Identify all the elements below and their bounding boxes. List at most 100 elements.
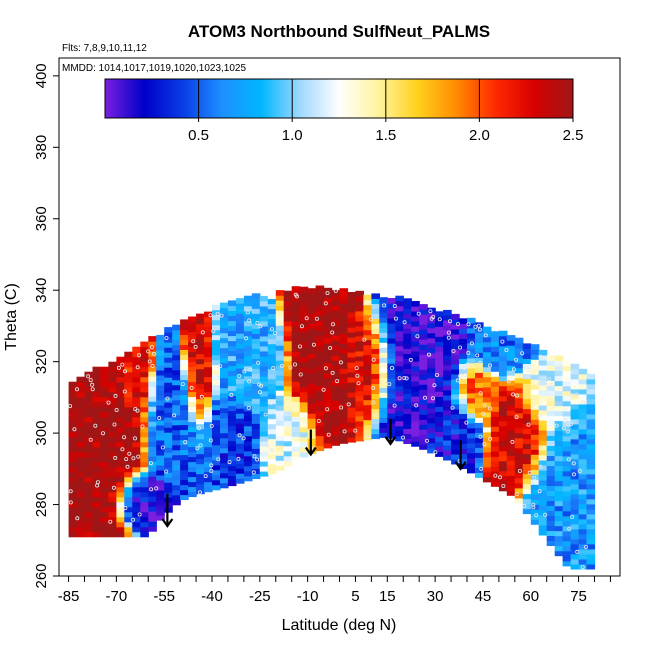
heatmap-cell [435, 316, 444, 322]
heatmap-cell [459, 418, 468, 424]
heatmap-cell [506, 335, 516, 341]
sample-marker [189, 385, 194, 390]
heatmap-cell [331, 400, 341, 406]
heatmap-cell [395, 355, 404, 362]
sample-marker [140, 424, 145, 429]
heatmap-cell [92, 491, 102, 498]
heatmap-cell [490, 436, 500, 442]
heatmap-cell [475, 402, 484, 408]
heatmap-cell [140, 381, 149, 388]
sample-marker [514, 357, 519, 362]
heatmap-cell [172, 409, 181, 416]
flights-annotation: Flts: 7,8,9,10,11,12 [62, 43, 147, 54]
heatmap-cell [379, 352, 388, 358]
heatmap-cell [188, 471, 197, 478]
heatmap-cell [403, 418, 412, 424]
heatmap-cell [140, 501, 149, 508]
heatmap-cell [451, 348, 460, 355]
sample-marker [211, 329, 216, 334]
heatmap-cell [522, 343, 532, 349]
heatmap-cell [506, 430, 516, 436]
heatmap-cell [530, 509, 540, 515]
heatmap-cell [116, 476, 125, 483]
heatmap-cell [570, 398, 580, 405]
heatmap-cell [307, 353, 317, 359]
heatmap-cell [76, 511, 86, 518]
heatmap-cell [243, 475, 253, 482]
heatmap-cell [204, 441, 213, 448]
heatmap-cell [68, 456, 78, 463]
heatmap-cell [124, 446, 133, 453]
heatmap-cell [259, 355, 269, 362]
x-tick-label: 15 [379, 588, 396, 605]
heatmap-cell [140, 356, 149, 363]
heatmap-cell [546, 450, 556, 456]
heatmap-cell [220, 322, 229, 329]
heatmap-cell [227, 360, 237, 367]
heatmap-cell [538, 429, 548, 436]
heatmap-cell [140, 446, 149, 453]
heatmap-cell [156, 439, 165, 446]
heatmap-cell [530, 499, 540, 505]
heatmap-cell [514, 422, 524, 429]
heatmap-cell [443, 389, 452, 396]
sample-marker [479, 466, 484, 471]
heatmap-cell [331, 355, 341, 361]
colorbar-tick-label: 1.0 [282, 127, 303, 144]
heatmap-cell [188, 476, 197, 483]
heatmap-cell [299, 426, 309, 433]
heatmap-cell [251, 473, 261, 479]
heatmap-cell [291, 406, 301, 412]
heatmap-cell [323, 327, 333, 334]
heatmap-cell [148, 341, 157, 347]
heatmap-cell [299, 431, 309, 438]
heatmap-cell [363, 309, 372, 316]
heatmap-cell [84, 526, 94, 533]
heatmap-cell [108, 461, 117, 468]
heatmap-cell [100, 466, 109, 473]
sample-marker [120, 362, 125, 367]
heatmap-cell [411, 396, 420, 402]
heatmap-cell [475, 412, 484, 418]
heatmap-cell [506, 405, 516, 411]
sample-marker [259, 383, 264, 388]
heatmap-cell [307, 398, 317, 404]
heatmap-cell [267, 323, 277, 330]
heatmap-cell [227, 365, 237, 372]
heatmap-cell [451, 383, 460, 390]
heatmap-cell [100, 446, 109, 453]
heatmap-cell [467, 372, 476, 379]
sample-marker [257, 390, 262, 395]
heatmap-cell [196, 463, 205, 470]
heatmap-cell [299, 446, 309, 453]
heatmap-cell [315, 320, 325, 327]
heatmap-cell [546, 475, 556, 481]
heatmap-cell [411, 431, 420, 437]
heatmap-cell [339, 438, 349, 444]
heatmap-cell [371, 298, 380, 304]
heatmap-cell [586, 398, 596, 405]
heatmap-cell [172, 419, 181, 426]
heatmap-cell [227, 370, 237, 377]
heatmap-cell [100, 426, 109, 433]
heatmap-cell [188, 376, 197, 383]
sample-marker [209, 463, 214, 468]
heatmap-cell [538, 459, 548, 466]
heatmap-cell [108, 371, 117, 378]
heatmap-cell [578, 448, 588, 455]
heatmap-cell [562, 515, 572, 522]
sample-marker [574, 392, 579, 397]
heatmap-cell [116, 471, 125, 478]
sample-marker [566, 429, 571, 434]
heatmap-cell [164, 412, 173, 418]
heatmap-cell [100, 436, 109, 443]
heatmap-cell [506, 345, 516, 351]
heatmap-cell [188, 446, 197, 453]
heatmap-cell [188, 381, 197, 388]
heatmap-cell [363, 294, 372, 301]
heatmap-cell [355, 425, 364, 432]
heatmap-cell [371, 418, 380, 425]
heatmap-cell [554, 420, 564, 427]
heatmap-cell [570, 488, 580, 495]
heatmap-cell [403, 433, 412, 439]
